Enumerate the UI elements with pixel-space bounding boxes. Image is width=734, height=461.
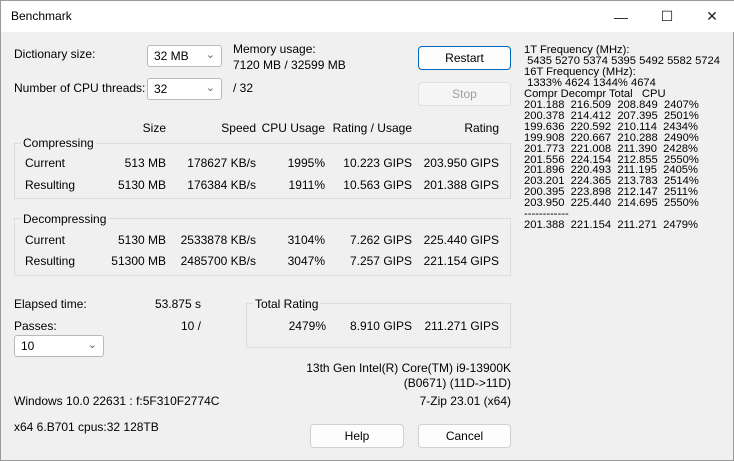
chevron-down-icon: ⌄ — [87, 339, 97, 351]
column-rating-usage: Rating / Usage — [332, 121, 412, 135]
log-line: 201.188 216.509 208.849 2407% — [524, 98, 699, 111]
threads-max: / 32 — [233, 81, 254, 95]
elapsed-time-label: Elapsed time: — [14, 297, 87, 311]
column-speed: Speed — [221, 121, 256, 135]
window-title: Benchmark — [11, 9, 72, 23]
cpu-id: (B0671) (11D->11D) — [403, 376, 511, 390]
log-line: 1333% 4624 1344% 4674 — [524, 76, 656, 89]
decompressing-cell: 225.440 GIPS — [423, 233, 499, 247]
decompressing-cell: 2533878 KB/s — [180, 233, 256, 247]
log-line: 201.388 221.154 211.271 2479% — [524, 219, 698, 232]
decompressing-cell: 2485700 KB/s — [180, 254, 256, 268]
os-info: Windows 10.0 22631 : f:5F310F2774C — [14, 394, 220, 408]
log-line: 201.773 221.008 211.390 2428% — [524, 142, 698, 155]
total-rating-usage: 8.910 GIPS — [349, 319, 412, 333]
total-rating-group — [246, 303, 511, 348]
decompressing-cell: 221.154 GIPS — [423, 254, 499, 268]
decompressing-title: Decompressing — [21, 212, 109, 226]
chevron-down-icon: ⌄ — [205, 49, 215, 61]
dictionary-size-value: 32 MB — [154, 49, 189, 63]
compressing-cell: 203.950 GIPS — [423, 156, 499, 170]
compressing-cell: 176384 KB/s — [187, 178, 256, 192]
restart-button[interactable]: Restart — [418, 46, 511, 70]
log-line: 201.556 224.154 212.855 2550% — [524, 153, 699, 166]
cpu-threads-select[interactable]: 32 ⌄ — [147, 78, 222, 100]
arch-info: x64 6.B701 cpus:32 128TB — [14, 420, 159, 434]
compressing-cell: 5130 MB — [117, 178, 166, 192]
log-line: 199.636 220.592 210.114 2434% — [524, 120, 698, 133]
decompressing-cell: 51300 MB — [111, 254, 166, 268]
log-line: 199.908 220.667 210.288 2490% — [524, 131, 699, 144]
compressing-cell: 513 MB — [124, 156, 166, 170]
close-icon: ✕ — [706, 8, 718, 24]
maximize-icon: ☐ — [660, 8, 674, 24]
memory-usage-value: 7120 MB / 32599 MB — [233, 58, 346, 72]
cancel-button[interactable]: Cancel — [418, 424, 511, 448]
log-line: 200.378 214.412 207.395 2501% — [524, 109, 699, 122]
log-line: ------------ — [524, 208, 569, 221]
stop-button[interactable]: Stop — [418, 82, 511, 106]
benchmark-log: 1T Frequency (MHz): 5435 5270 5374 5395 … — [524, 44, 720, 232]
log-line: Compr Decompr Total CPU — [524, 87, 666, 100]
passes-select[interactable]: 10 ⌄ — [14, 335, 104, 357]
cpu-threads-label: Number of CPU threads: — [14, 81, 146, 95]
decompressing-group — [14, 218, 511, 276]
column-size: Size — [142, 121, 166, 135]
decompressing-cell: 3047% — [287, 254, 325, 268]
compressing-title: Compressing — [21, 136, 96, 150]
log-line: 203.201 224.365 213.783 2514% — [524, 175, 699, 188]
elapsed-time-value: 53.875 s — [154, 297, 201, 311]
log-line: 203.950 225.440 214.695 2550% — [524, 197, 699, 210]
total-cpu-usage: 2479% — [288, 319, 326, 333]
dictionary-size-select[interactable]: 32 MB ⌄ — [147, 45, 222, 67]
total-rating-title: Total Rating — [253, 297, 321, 311]
decompressing-cell: 3104% — [287, 233, 325, 247]
cpu-threads-value: 32 — [154, 82, 168, 96]
compressing-cell: 1995% — [287, 156, 325, 170]
decompressing-cell: 7.262 GIPS — [349, 233, 412, 247]
decompressing-row-label: Current — [25, 233, 66, 247]
passes-select-value: 10 — [21, 339, 35, 353]
log-line: 16T Frequency (MHz): — [524, 65, 636, 78]
compressing-group — [14, 143, 511, 199]
decompressing-row-label: Resulting — [25, 254, 76, 268]
minimize-button[interactable]: — — [598, 1, 644, 32]
decompressing-cell: 7.257 GIPS — [349, 254, 412, 268]
passes-value: 10 / — [180, 319, 201, 333]
decompressing-cell: 5130 MB — [117, 233, 166, 247]
dictionary-size-label: Dictionary size: — [14, 47, 96, 61]
version-info: 7-Zip 23.01 (x64) — [419, 394, 511, 408]
passes-label: Passes: — [14, 319, 57, 333]
memory-usage-label: Memory usage: — [233, 42, 316, 56]
compressing-cell: 1911% — [288, 178, 325, 192]
column-rating: Rating — [464, 121, 499, 135]
log-line: 1T Frequency (MHz): — [524, 44, 630, 56]
compressing-row-label: Resulting — [25, 178, 76, 192]
maximize-button[interactable]: ☐ — [644, 1, 690, 32]
compressing-row-label: Current — [25, 156, 66, 170]
total-rating-value: 211.271 GIPS — [424, 319, 500, 333]
log-line: 200.395 223.898 212.147 2511% — [524, 186, 698, 199]
column-cpu-usage: CPU Usage — [261, 121, 325, 135]
title-bar: Benchmark — ☐ ✕ — [1, 1, 734, 32]
minimize-icon: — — [614, 8, 628, 25]
cpu-model: 13th Gen Intel(R) Core(TM) i9-13900K — [306, 361, 511, 375]
compressing-cell: 10.563 GIPS — [343, 178, 412, 192]
chevron-down-icon: ⌄ — [205, 82, 215, 94]
close-button[interactable]: ✕ — [689, 1, 734, 32]
compressing-cell: 201.388 GIPS — [423, 178, 499, 192]
log-line: 5435 5270 5374 5395 5492 5582 5724 — [524, 54, 720, 67]
log-line: 201.896 220.493 211.195 2405% — [524, 164, 698, 177]
help-button[interactable]: Help — [310, 424, 404, 448]
compressing-cell: 178627 KB/s — [187, 156, 256, 170]
compressing-cell: 10.223 GIPS — [343, 156, 412, 170]
